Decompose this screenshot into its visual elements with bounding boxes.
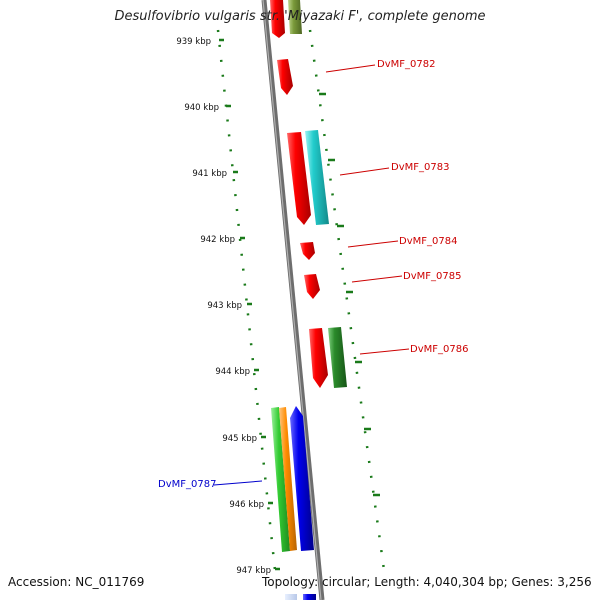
genome-summary: Topology: circular; Length: 4,040,304 bp… xyxy=(262,575,592,589)
gene-partial-bottom-lightblue[interactable] xyxy=(285,594,297,600)
gene-DvMF_0784[interactable] xyxy=(300,242,315,260)
gene-label-DvMF_0785[interactable]: DvMF_0785 xyxy=(403,271,461,282)
leader-DvMF_0784 xyxy=(347,240,399,248)
leader-DvMF_0783 xyxy=(339,167,390,176)
ruler-ticks xyxy=(219,38,280,571)
ruler-label: 944 kbp xyxy=(215,367,250,377)
leader-DvMF_0787 xyxy=(213,480,263,486)
ruler-label: 939 kbp xyxy=(176,37,211,47)
ruler-label: 947 kbp xyxy=(236,566,271,576)
gene-DvMF_0787[interactable] xyxy=(290,406,314,551)
gene-partial-bottom-blue[interactable] xyxy=(303,594,316,600)
diagram-title: Desulfovibrio vulgaris str. 'Miyazaki F'… xyxy=(114,9,486,24)
genome-backbone xyxy=(261,0,325,601)
leader-DvMF_0785 xyxy=(351,275,403,283)
gene-DvMF_0782[interactable] xyxy=(277,59,293,95)
accession-label: Accession: NC_011769 xyxy=(8,575,145,589)
leader-DvMF_0782 xyxy=(325,64,376,73)
gene-partial-top-olive[interactable] xyxy=(288,0,302,34)
ruler-label: 945 kbp xyxy=(222,434,257,444)
gene-DvMF_0787-orange[interactable] xyxy=(279,407,297,551)
gene-label-DvMF_0783[interactable]: DvMF_0783 xyxy=(391,162,449,173)
ruler-label: 943 kbp xyxy=(207,301,242,311)
gene-label-DvMF_0782[interactable]: DvMF_0782 xyxy=(377,59,435,70)
leader-DvMF_0786 xyxy=(359,348,410,355)
ruler-label: 942 kbp xyxy=(200,235,235,245)
gene-partial-top-red[interactable] xyxy=(270,0,285,38)
right-ticks xyxy=(319,92,380,497)
gene-DvMF_0787-lightgreen[interactable] xyxy=(271,407,290,552)
ruler-label: 946 kbp xyxy=(229,500,264,510)
gene-label-DvMF_0784[interactable]: DvMF_0784 xyxy=(399,236,457,247)
ruler-label: 940 kbp xyxy=(184,103,219,113)
gene-label-DvMF_0787[interactable]: DvMF_0787 xyxy=(158,479,216,490)
right-dotted-boundary xyxy=(308,29,386,571)
gene-DvMF_0786[interactable] xyxy=(309,328,328,388)
ruler-label: 941 kbp xyxy=(192,169,227,179)
gene-label-DvMF_0786[interactable]: DvMF_0786 xyxy=(410,344,468,355)
genome-backbone-highlight xyxy=(262,0,322,601)
gene-DvMF_0783[interactable] xyxy=(287,132,311,225)
gene-DvMF_0786-green[interactable] xyxy=(328,327,347,388)
gene-DvMF_0783-cyan[interactable] xyxy=(305,130,329,225)
gene-DvMF_0785[interactable] xyxy=(304,274,320,299)
